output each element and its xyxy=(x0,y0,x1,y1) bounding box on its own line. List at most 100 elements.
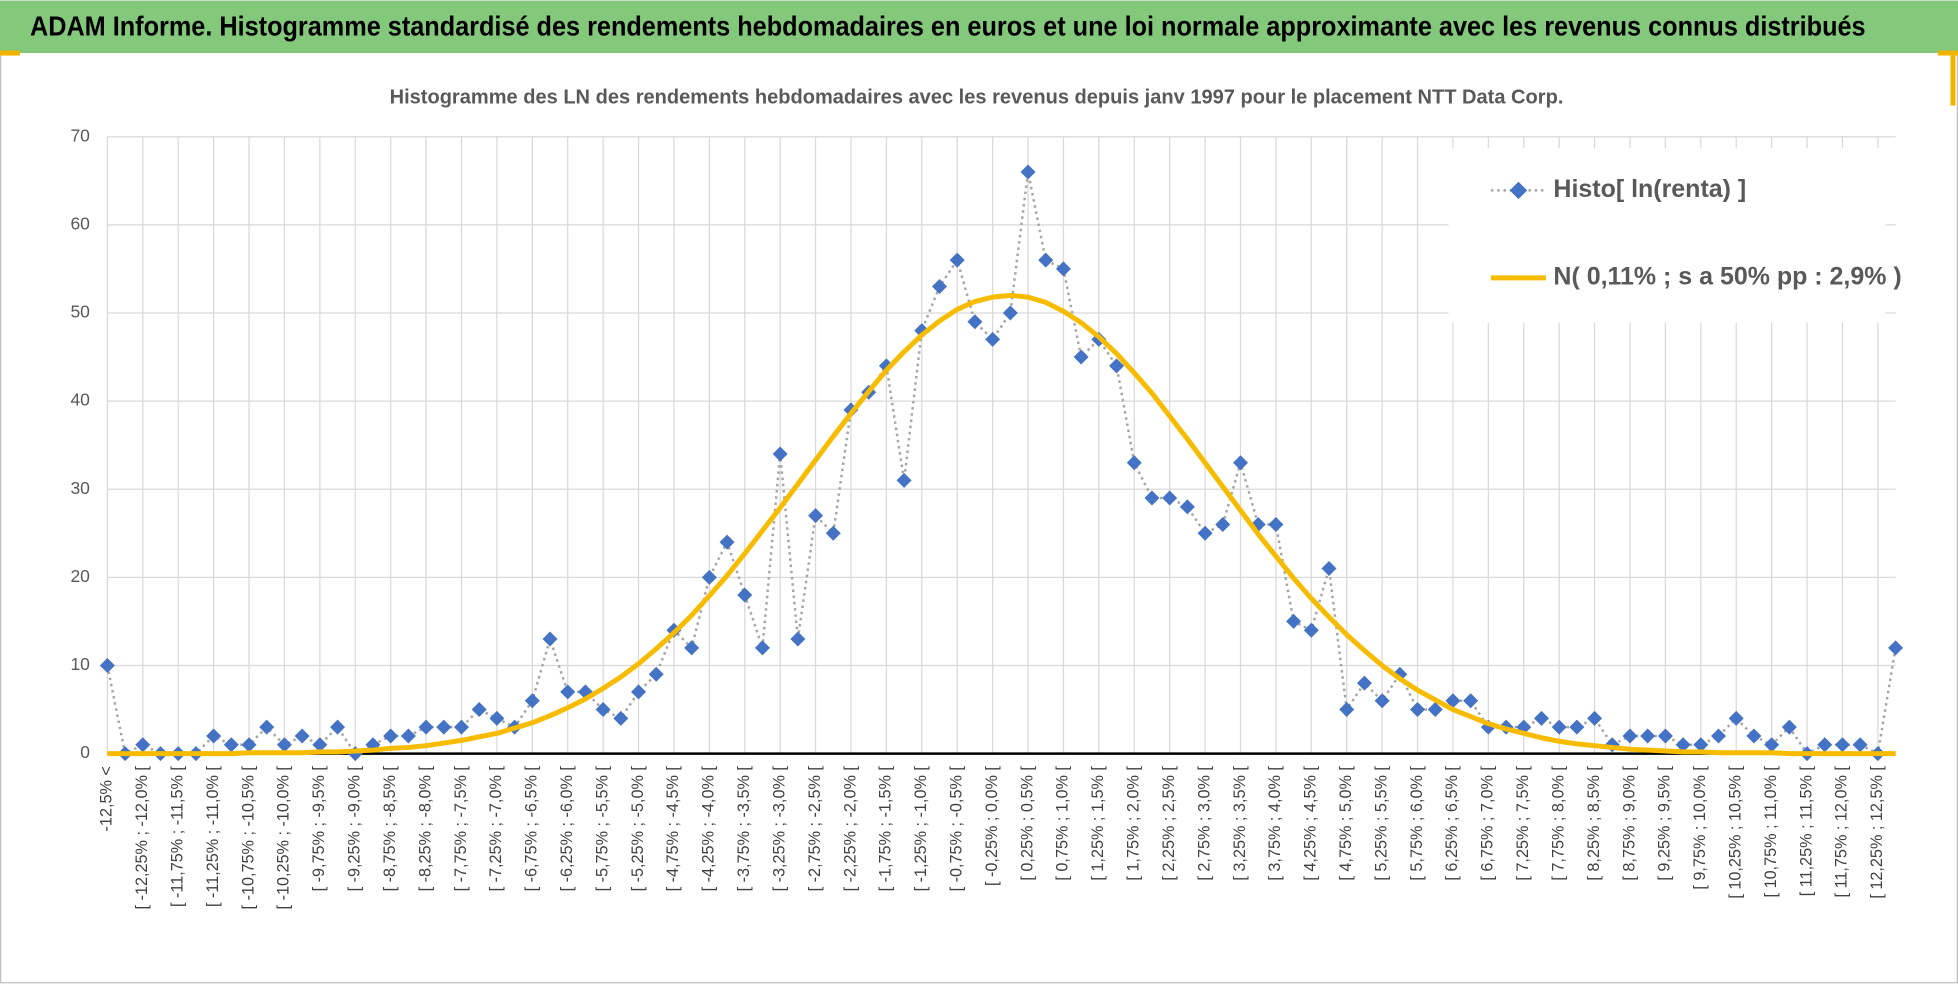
x-tick-label: [ -9,25% ; -9,0% [ xyxy=(346,766,364,892)
data-point xyxy=(1675,737,1691,753)
data-point xyxy=(1215,516,1231,532)
x-tick-label: [ -2,25% ; -2,0% [ xyxy=(841,766,859,892)
data-point xyxy=(1038,252,1054,268)
data-point xyxy=(223,737,239,753)
x-tick-label: [ -4,75% ; -4,5% [ xyxy=(664,766,682,892)
data-point xyxy=(489,710,505,726)
x-tick-label: [ -12,25% ; -12,0% [ xyxy=(133,766,151,910)
data-point xyxy=(1268,516,1284,532)
data-point xyxy=(1781,719,1797,735)
x-tick-label: [ 7,25% ; 7,5% [ xyxy=(1514,766,1532,881)
data-point xyxy=(1374,693,1390,709)
x-tick-label: [ 5,75% ; 6,0% [ xyxy=(1408,766,1426,881)
x-tick-label: [ 12,25% ; 12,5% [ xyxy=(1868,766,1886,899)
x-tick-label: [ -1,25% ; -1,0% [ xyxy=(912,766,930,892)
y-tick-label: 60 xyxy=(70,213,90,233)
x-tick-label: [ -11,75% ; -11,5% [ xyxy=(168,766,186,907)
x-tick-label: [ 6,25% ; 6,5% [ xyxy=(1443,766,1461,881)
data-point xyxy=(560,684,576,700)
x-tick-label: [ -9,75% ; -9,5% [ xyxy=(310,766,328,892)
x-tick-label: [ 2,75% ; 3,0% [ xyxy=(1195,766,1213,881)
data-point xyxy=(1179,499,1195,515)
x-tick-label: [ -1,75% ; -1,5% [ xyxy=(877,766,895,892)
y-tick-label: 40 xyxy=(70,390,90,410)
series-line xyxy=(106,171,1897,756)
data-point xyxy=(684,640,700,656)
data-point xyxy=(1711,728,1727,744)
data-point xyxy=(1746,728,1762,744)
x-tick-label: [ -8,75% ; -8,5% [ xyxy=(381,766,399,892)
data-point xyxy=(99,657,115,673)
data-point xyxy=(772,446,788,462)
x-tick-label: [ 10,25% ; 10,5% [ xyxy=(1727,766,1745,899)
data-point xyxy=(949,252,965,268)
data-point xyxy=(453,719,469,735)
data-point xyxy=(1817,737,1833,753)
data-point xyxy=(1834,737,1850,753)
data-point xyxy=(276,737,292,753)
x-tick-label: [ 4,75% ; 5,0% [ xyxy=(1337,766,1355,881)
legend-label: Histo[ ln(renta) ] xyxy=(1553,175,1746,203)
data-point xyxy=(400,728,416,744)
data-point xyxy=(932,279,948,295)
x-tick-label: [ 11,25% ; 11,5% [ xyxy=(1797,766,1815,897)
data-point xyxy=(648,666,664,682)
x-tick-label: [ 9,75% ; 10,0% [ xyxy=(1691,766,1709,890)
x-tick-label: [ 11,75% ; 12,0% [ xyxy=(1833,766,1851,898)
corner-mark xyxy=(1950,55,1956,106)
x-tick-label: [ 2,25% ; 2,5% [ xyxy=(1160,766,1178,881)
data-point xyxy=(1640,728,1656,744)
x-tick-label: [ -10,75% ; -10,5% [ xyxy=(239,766,257,910)
y-tick-label: 30 xyxy=(70,478,90,498)
data-point xyxy=(1728,710,1744,726)
x-tick-label: [ -6,25% ; -6,0% [ xyxy=(558,766,576,892)
data-point xyxy=(1126,455,1142,471)
x-tick-label: [ 0,75% ; 1,0% [ xyxy=(1054,766,1072,881)
data-point xyxy=(1533,710,1549,726)
x-tick-label: [ -11,25% ; -11,0% [ xyxy=(204,766,222,907)
x-tick-label: [ -8,25% ; -8,0% [ xyxy=(416,766,434,892)
header-title: ADAM Informe. Histogramme standardisé de… xyxy=(30,10,1866,41)
x-tick-label: [ 1,25% ; 1,5% [ xyxy=(1089,766,1107,881)
corner-mark xyxy=(1938,50,1958,56)
data-point xyxy=(135,737,151,753)
data-point xyxy=(436,719,452,735)
data-point xyxy=(1551,719,1567,735)
x-tick-label: [ -6,75% ; -6,5% [ xyxy=(523,766,541,892)
x-tick-label: [ 3,25% ; 3,5% [ xyxy=(1231,766,1249,881)
legend-label: N( 0,11% ; s a 50% pp : 2,9% ) xyxy=(1553,262,1901,290)
data-point xyxy=(1232,455,1248,471)
header-bar xyxy=(0,0,1958,54)
legend: Histo[ ln(renta) ] N( 0,11% ; s a 50% pp … xyxy=(1448,147,1902,323)
x-tick-label: [ 6,75% ; 7,0% [ xyxy=(1479,766,1497,881)
data-point xyxy=(631,684,647,700)
data-point xyxy=(737,587,753,603)
y-tick-label: 10 xyxy=(70,654,90,674)
y-tick-label: 50 xyxy=(70,302,90,322)
data-point xyxy=(1888,640,1904,656)
data-point xyxy=(896,472,912,488)
x-tick-label: [ -0,25% ; 0,0% [ xyxy=(983,766,1001,886)
data-point xyxy=(330,719,346,735)
x-tick-label: [ 0,25% ; 0,5% [ xyxy=(1018,766,1036,881)
corner-mark xyxy=(0,50,20,56)
data-point xyxy=(418,719,434,735)
x-tick-label: [ -5,25% ; -5,0% [ xyxy=(629,766,647,892)
legend-marker xyxy=(1509,181,1528,200)
data-point xyxy=(1622,728,1638,744)
data-point xyxy=(1587,710,1603,726)
data-point xyxy=(967,314,983,330)
x-tick-label: [ -5,75% ; -5,5% [ xyxy=(593,766,611,892)
data-point xyxy=(1162,490,1178,506)
x-tick-label: [ 1,75% ; 2,0% [ xyxy=(1125,766,1143,881)
x-tick-label: [ -10,25% ; -10,0% [ xyxy=(275,766,293,910)
x-tick-label: [ -0,75% ; -0,5% [ xyxy=(947,766,965,892)
data-point xyxy=(1020,164,1036,180)
data-point xyxy=(1852,737,1868,753)
data-point xyxy=(1356,675,1372,691)
data-point xyxy=(1569,719,1585,735)
data-point xyxy=(206,728,222,744)
legend-box xyxy=(1448,147,1886,323)
